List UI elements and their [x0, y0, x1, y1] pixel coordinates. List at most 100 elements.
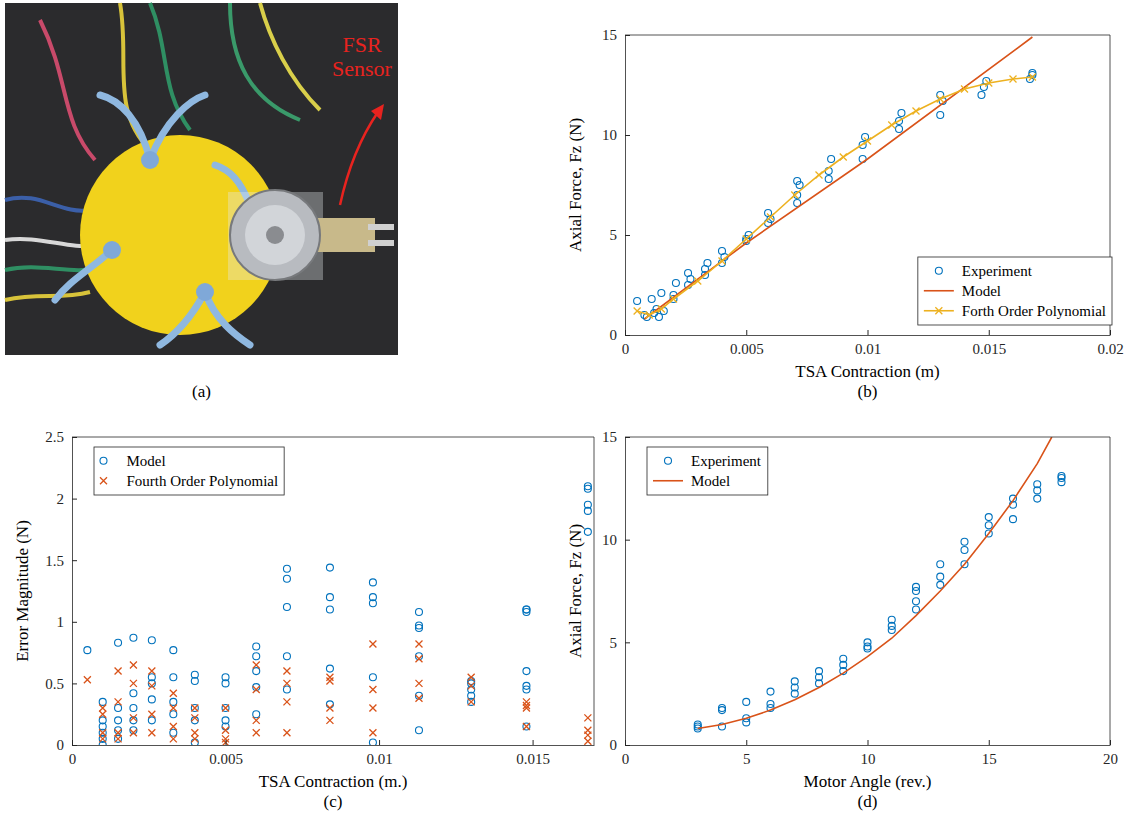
data-point: [253, 729, 260, 736]
data-point: [634, 298, 641, 305]
legend-entry: Model: [653, 473, 730, 489]
data-point: [99, 735, 106, 742]
data-point: [170, 705, 177, 712]
y-axis-title: Axial Force, Fz (N): [566, 524, 585, 658]
data-point: [816, 172, 823, 179]
data-point: [283, 698, 290, 705]
data-point: [253, 711, 260, 718]
data-point: [148, 717, 155, 724]
legend-marker: [935, 307, 942, 314]
y-axis-line: [72, 438, 73, 746]
data-point: [369, 640, 376, 647]
data-point: [704, 260, 711, 267]
data-point: [584, 714, 591, 721]
data-point: [937, 96, 944, 103]
legend: ModelFourth Order Polynomial: [94, 447, 284, 495]
data-point: [415, 727, 422, 734]
data-point: [369, 579, 376, 586]
data-point: [283, 668, 290, 675]
data-point: [791, 192, 798, 199]
x-tick: 0.02: [1097, 330, 1123, 357]
x-tick-label: 10: [861, 751, 876, 767]
y-tick-label: 5: [610, 635, 618, 651]
data-point: [253, 668, 260, 675]
data-point: [816, 668, 823, 675]
wire: [5, 198, 90, 211]
x-tick: 5: [743, 740, 751, 767]
y-tick: 5: [610, 635, 631, 651]
y-tick-mark: [72, 560, 77, 561]
annotation-line: FSR: [342, 32, 381, 57]
data-point: [115, 639, 122, 646]
data-point: [864, 639, 871, 646]
x-tick: 0.005: [730, 330, 764, 357]
data-point: [978, 92, 985, 99]
x-tick-label: 0.02: [1097, 341, 1123, 357]
panel-label: (b): [858, 382, 878, 401]
data-point: [115, 705, 122, 712]
data-point: [767, 214, 774, 221]
legend-box: [647, 447, 768, 495]
y-axis-title: Error Magnitude (N): [13, 520, 32, 662]
data-point: [148, 696, 155, 703]
data-point: [170, 729, 177, 736]
data-point: [326, 717, 333, 724]
y-axis: 051015: [602, 27, 630, 343]
y-tick: 15: [602, 429, 630, 445]
annotation-arrowhead: [371, 104, 384, 120]
y-tick-mark: [72, 745, 77, 746]
data-point: [655, 314, 662, 321]
y-axis: 051015: [602, 429, 630, 753]
data-point: [523, 705, 530, 712]
data-point: [767, 688, 774, 695]
x-tick-mark: [746, 740, 747, 745]
data-point: [170, 698, 177, 705]
x-tick-label: 0.005: [730, 341, 764, 357]
x-tick-mark: [533, 740, 534, 745]
data-point: [170, 674, 177, 681]
data-point: [170, 690, 177, 697]
y-tick: 0: [610, 737, 631, 753]
data-point: [898, 110, 905, 117]
y-tick: 1.5: [45, 553, 77, 569]
plot-background: [625, 437, 1110, 745]
data-point: [130, 634, 137, 641]
wire: [260, 3, 320, 110]
data-point: [283, 729, 290, 736]
data-point: [253, 653, 260, 660]
x-tick: 15: [982, 740, 997, 767]
data-point: [1058, 473, 1065, 480]
data-point: [99, 729, 106, 736]
data-point: [634, 308, 641, 315]
data-point: [415, 680, 422, 687]
x-tick-label: 0.01: [366, 751, 392, 767]
y-axis-line: [625, 438, 626, 746]
data-point: [985, 80, 992, 87]
plot-background: [72, 437, 594, 745]
data-point: [694, 278, 701, 285]
legend-entry: Experiment: [665, 453, 762, 469]
data-point: [685, 270, 692, 277]
y-tick-label: 15: [602, 429, 617, 445]
frame: [1110, 437, 1111, 745]
data-point: [253, 686, 260, 693]
legend: Experiment Model: [647, 447, 768, 495]
data-point: [1010, 76, 1017, 83]
y-axis: 00.511.522.5: [45, 429, 77, 753]
data-point: [115, 735, 122, 742]
x-axis: 05101520: [622, 740, 1118, 767]
data-point: [283, 686, 290, 693]
data-point: [369, 686, 376, 693]
legend-label: Model: [127, 453, 166, 469]
x-axis-title: Motor Angle (rev.): [804, 772, 932, 791]
legend-box: [918, 257, 1112, 325]
data-point: [222, 723, 229, 730]
y-axis-line: [625, 36, 626, 336]
data-point: [584, 485, 591, 492]
y-tick: 0: [610, 327, 631, 343]
x-tick: 20: [1103, 740, 1118, 767]
data-point: [743, 236, 750, 243]
y-axis-title: Axial Force, Fz (N): [566, 118, 585, 252]
data-point: [326, 594, 333, 601]
legend-entry: Model: [100, 453, 166, 469]
